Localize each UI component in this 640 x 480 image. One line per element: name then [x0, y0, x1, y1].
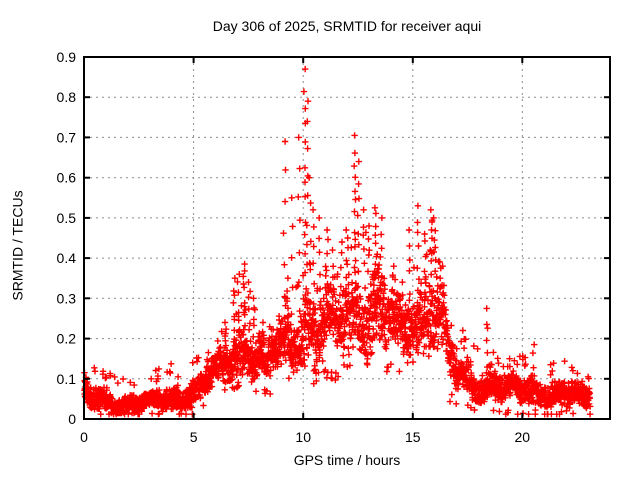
tick-label-y-0.8: 0.8: [57, 89, 77, 105]
plot-border: [83, 56, 611, 420]
tick-label-y-0.3: 0.3: [57, 290, 77, 306]
tick-label-y-0.4: 0.4: [57, 250, 77, 266]
tick-label-y-0.5: 0.5: [57, 210, 77, 226]
tick-label-x-20: 20: [515, 429, 531, 445]
tick-label-x-10: 10: [295, 429, 311, 445]
tick-label-y-0.7: 0.7: [57, 129, 77, 145]
tick-label-x-0: 0: [80, 429, 88, 445]
tick-label-x-15: 15: [405, 429, 421, 445]
tick-label-y-0.1: 0.1: [57, 371, 77, 387]
tick-label-x-5: 5: [190, 429, 198, 445]
x-axis-label: GPS time / hours: [293, 452, 401, 468]
tick-label-y-0.9: 0.9: [57, 49, 77, 65]
axis-ticks: [83, 56, 610, 420]
tick-labels: 0 0.1 0.2 0.3 0.4 0.5 0.6 0.7 0.8 0.9 0 5 10 15 20: [57, 49, 531, 445]
tick-label-y-0.2: 0.2: [57, 331, 77, 347]
chart-title: Day 306 of 2025, SRMTID for receiver aqu…: [212, 18, 482, 34]
tick-label-y-0: 0: [68, 411, 76, 427]
scatter-points: [81, 65, 594, 418]
tick-label-y-0.6: 0.6: [57, 170, 77, 186]
